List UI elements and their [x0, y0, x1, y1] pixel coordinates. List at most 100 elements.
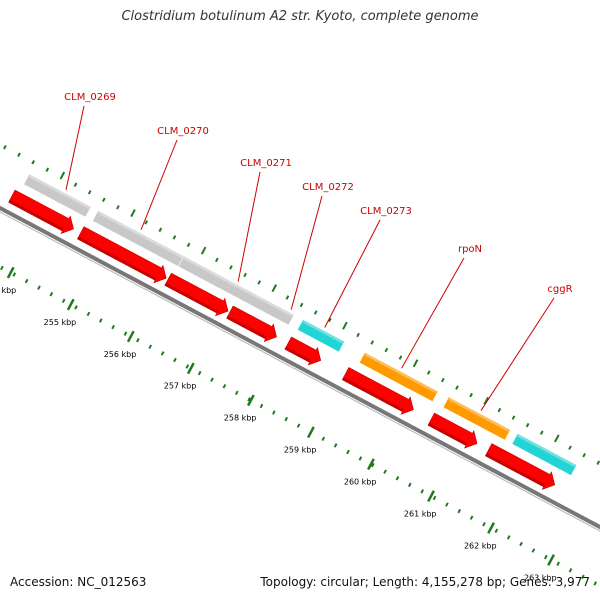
label-leader	[65, 105, 85, 191]
label-leader	[480, 297, 555, 411]
tick-label: 260 kbp	[344, 477, 377, 486]
tick-label: 263 kbp	[524, 573, 557, 582]
outer-tick	[539, 430, 544, 435]
outer-tick	[568, 445, 572, 450]
gene-label: CLM_0269	[64, 92, 116, 103]
gene-rpon-highlight	[364, 352, 438, 394]
inner-tick	[432, 495, 437, 501]
inner-tick	[494, 528, 499, 534]
outer-tick	[342, 321, 348, 330]
outer-tick	[116, 205, 120, 210]
gene-label: CLM_0273	[360, 206, 412, 217]
tick-label: 254 kbp	[0, 286, 16, 295]
label-leader	[401, 257, 465, 369]
tick-label: 262 kbp	[464, 541, 497, 550]
inner-tick	[61, 298, 66, 304]
outer-tick	[328, 317, 332, 323]
outer-tick	[483, 396, 489, 405]
outer-tick	[554, 434, 560, 443]
inner-tick	[234, 390, 239, 396]
outer-tick	[130, 209, 136, 218]
outer-tick	[243, 272, 247, 278]
major-tick	[367, 458, 375, 471]
tick-label: 256 kbp	[104, 350, 137, 359]
tick-label: 255 kbp	[44, 318, 77, 327]
cds-arrow-shadow	[164, 282, 219, 314]
outer-tick	[186, 242, 191, 248]
gene-clm-0273	[296, 318, 345, 353]
outer-tick	[73, 182, 78, 188]
cds-arrow-shadow	[284, 346, 311, 363]
inner-tick	[543, 554, 548, 560]
outer-tick	[525, 422, 530, 428]
inner-tick	[284, 416, 289, 422]
cds-arrow-shadow	[8, 199, 64, 231]
inner-tick	[370, 462, 375, 468]
gene-rpon	[358, 351, 439, 403]
outer-tick	[200, 246, 207, 255]
cds-arrow	[341, 367, 414, 415]
inner-tick	[0, 265, 4, 271]
gene-label: CLM_0272	[302, 182, 354, 193]
tick-label: 261 kbp	[404, 509, 437, 518]
inner-tick	[247, 397, 251, 402]
inner-tick	[333, 443, 338, 448]
outer-tick	[31, 160, 35, 165]
inner-tick	[407, 482, 412, 488]
cds-arrow-shadow	[77, 236, 157, 281]
gene-label: CLM_0271	[240, 158, 292, 169]
outer-tick	[158, 227, 163, 233]
gene-cyan-right	[511, 432, 578, 476]
outer-tick	[87, 190, 92, 195]
outer-tick	[370, 340, 375, 345]
outer-tick	[497, 407, 502, 413]
gene-cggr-highlight	[448, 397, 510, 432]
inner-tick	[321, 436, 326, 442]
major-tick	[186, 362, 195, 375]
inner-tick	[482, 522, 486, 527]
outer-tick	[229, 265, 233, 270]
gene-cggr	[442, 396, 511, 441]
inner-tick	[74, 305, 78, 310]
outer-tick	[412, 359, 419, 368]
inner-tick	[358, 456, 363, 461]
major-tick	[246, 394, 255, 407]
inner-tick	[469, 515, 474, 520]
inner-tick	[98, 318, 103, 323]
tick-label: 258 kbp	[224, 414, 257, 423]
inner-tick	[37, 285, 41, 290]
cds-arrow	[164, 272, 229, 317]
inner-tick	[383, 469, 387, 474]
backbone-line	[0, 205, 600, 530]
inner-tick	[296, 423, 301, 428]
gene-label: CLM_0270	[157, 126, 209, 137]
gene-clm-0273-highlight	[302, 319, 344, 344]
label-leader	[290, 195, 323, 310]
outer-tick	[426, 370, 431, 375]
outer-tick	[582, 452, 586, 458]
inner-tick	[395, 476, 400, 481]
inner-tick	[593, 581, 598, 586]
major-tick	[6, 266, 15, 279]
cds-arrow-shadow	[427, 422, 468, 446]
inner-tick	[457, 508, 462, 514]
inner-tick	[148, 344, 153, 350]
genome-info: Topology: circular; Length: 4,155,278 bp…	[260, 575, 590, 589]
outer-tick	[144, 220, 149, 225]
outer-tick	[455, 385, 459, 390]
cds-arrow	[76, 226, 167, 284]
outer-tick	[257, 280, 262, 285]
gene-clm-0269	[23, 173, 92, 218]
inner-tick	[12, 272, 17, 277]
label-leader	[324, 219, 381, 328]
label-leader	[237, 171, 261, 282]
outer-tick	[511, 415, 516, 420]
inner-tick	[123, 331, 128, 336]
inner-tick	[24, 278, 29, 284]
inner-tick	[136, 338, 140, 343]
inner-tick	[581, 574, 585, 580]
inner-tick	[210, 377, 214, 382]
inner-tick	[519, 541, 523, 547]
outer-tick	[441, 377, 445, 383]
